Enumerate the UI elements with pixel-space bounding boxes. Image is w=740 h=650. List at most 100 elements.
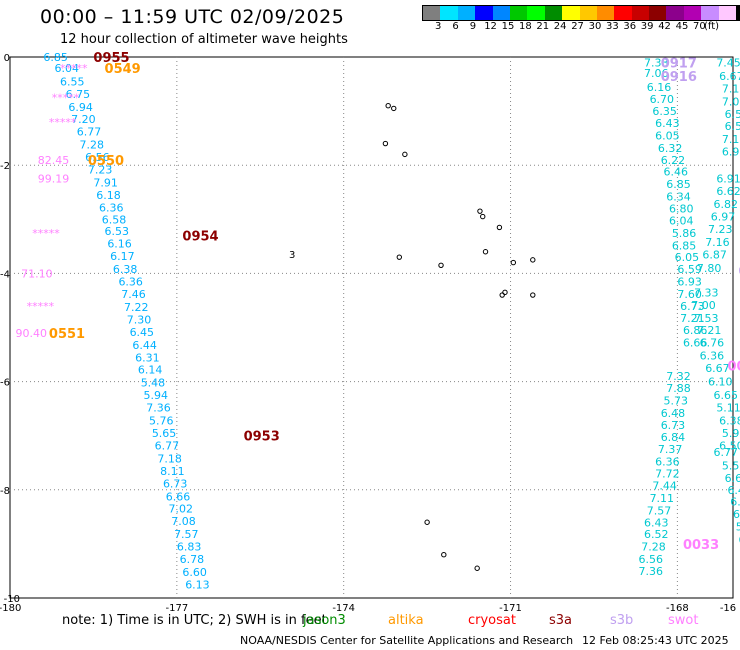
wave-height-value: 7.88 [666, 382, 691, 395]
wave-height-value: 6.31 [135, 351, 160, 364]
wave-height-value: 5.94 [143, 389, 168, 402]
wave-height-value: 8.11 [160, 465, 185, 478]
y-tick-label: -8 [0, 486, 10, 497]
wave-height-value: 6.91 [716, 173, 740, 186]
wave-height-value: 7.72 [655, 468, 680, 481]
wave-height-value: 7.44 [652, 479, 677, 492]
color-scale-label: 42 [658, 21, 671, 32]
color-swatch [544, 6, 563, 20]
color-swatch [457, 6, 476, 20]
wave-height-value: 6.73 [163, 477, 188, 490]
wave-height-value: 6.93 [677, 276, 702, 289]
color-swatch [631, 6, 650, 20]
color-scale-label: 12 [484, 21, 497, 32]
wave-height-value: 6.67 [719, 70, 740, 83]
wave-height-value: 5.57 [722, 459, 740, 472]
wave-height-value: 6.77 [155, 439, 180, 452]
wave-height-value: 5.92 [736, 521, 740, 534]
pass-id-label: 0549 [105, 62, 141, 77]
island-marker [424, 519, 430, 525]
wave-height-value: 6.93 [722, 146, 740, 159]
wave-height-value: 6.97 [711, 211, 736, 224]
wave-height-value: 7.11 [722, 133, 740, 146]
x-tick-label: -174 [332, 603, 355, 614]
wave-height-value: 6.85 [672, 239, 697, 252]
island-marker [499, 292, 505, 298]
color-swatch [649, 6, 667, 20]
wave-height-value: 7.21 [697, 324, 722, 337]
wave-height-value: 5.65 [152, 427, 177, 440]
wave-height-value: 5.76 [149, 415, 174, 428]
wave-height-value: 6.35 [730, 496, 740, 509]
wave-height-value: 6.16 [107, 238, 132, 251]
wave-height-value: 7.21 [680, 312, 705, 325]
island-marker [477, 208, 483, 214]
wave-height-value: 6.45 [130, 326, 155, 339]
pass-id-label: 0915 [739, 265, 740, 280]
island-marker [382, 140, 389, 147]
wave-height-value: 7.18 [722, 82, 740, 95]
color-swatch [596, 6, 615, 20]
wave-height-value: 6.65 [714, 389, 739, 402]
wave-height-value: 7.60 [677, 288, 702, 301]
wave-height-value: 6.52 [644, 528, 669, 541]
island-marker [530, 257, 536, 263]
wave-height-value: 7.80 [697, 262, 722, 275]
island-marker [396, 254, 403, 260]
island-marker [441, 552, 447, 558]
y-tick-label: -6 [0, 378, 10, 389]
wave-height-value: 6.85 [666, 178, 691, 191]
color-scale-label: 6 [452, 21, 459, 32]
wave-height-value: ***** [49, 116, 77, 129]
pass-id-label: 0954 [182, 230, 218, 245]
color-swatch [492, 6, 510, 20]
wave-height-value: ***** [27, 300, 55, 313]
wave-height-value: 6.78 [180, 553, 205, 566]
wave-height-value: 6.82 [714, 198, 739, 211]
wave-height-value: 6.04 [54, 62, 79, 75]
wave-height-value: ***** [32, 227, 60, 240]
wave-height-value: 7.23 [88, 164, 113, 177]
wave-height-value: 7.05 [722, 95, 740, 108]
wave-height-value: 6.56 [85, 151, 110, 164]
wave-height-value: 5.48 [141, 377, 166, 390]
wave-height-value: 6.62 [716, 185, 740, 198]
wave-height-value: 6.36 [655, 456, 680, 469]
color-scale-label: 27 [571, 21, 584, 32]
wave-height-value: 7.18 [157, 452, 182, 465]
wave-height-value: 6.05 [675, 251, 700, 264]
pass-id-label: 0033 [683, 538, 719, 553]
pass-id-label: 0916 [661, 70, 697, 85]
wave-height-value: 6.38 [719, 415, 740, 428]
wave-height-value: 7.06 [644, 67, 669, 80]
color-scale-unit: (ft) [704, 21, 720, 32]
wave-height-value: 6.17 [110, 250, 135, 263]
color-scale-label: 45 [675, 21, 689, 32]
wave-height-value: 99.19 [38, 173, 70, 186]
wave-height-value: 6.73 [661, 419, 686, 432]
wave-height-value: 6.40 [733, 508, 740, 521]
wave-height-value: 7.11 [650, 492, 675, 505]
wave-height-value: 6.36 [700, 350, 725, 363]
wave-height-value: 6.18 [96, 189, 121, 202]
wave-height-value: 6.80 [669, 202, 694, 215]
wave-height-value: 7.91 [93, 177, 118, 190]
wave-height-value: 7.28 [80, 139, 105, 152]
x-tick-label: -16 [720, 603, 736, 614]
wave-height-value: 6.55 [60, 75, 85, 88]
island-marker [402, 151, 408, 158]
island-marker [502, 289, 508, 296]
wave-height-value: 6.32 [658, 142, 683, 155]
wave-height-value: 6.77 [714, 446, 739, 459]
wave-height-value: 6.10 [708, 376, 733, 389]
wave-height-value: 5.11 [716, 402, 740, 415]
wave-height-value: 5.86 [672, 227, 697, 240]
wave-height-value: 7.32 [666, 370, 691, 383]
wave-height-value: 6.60 [182, 566, 207, 579]
wave-height-value: 6.50 [725, 108, 740, 121]
wave-height-value: 6.44 [132, 339, 157, 352]
wave-height-value: 7.57 [647, 504, 672, 517]
wave-height-value: 7.02 [169, 503, 194, 516]
wave-height-value: 7.08 [171, 515, 196, 528]
